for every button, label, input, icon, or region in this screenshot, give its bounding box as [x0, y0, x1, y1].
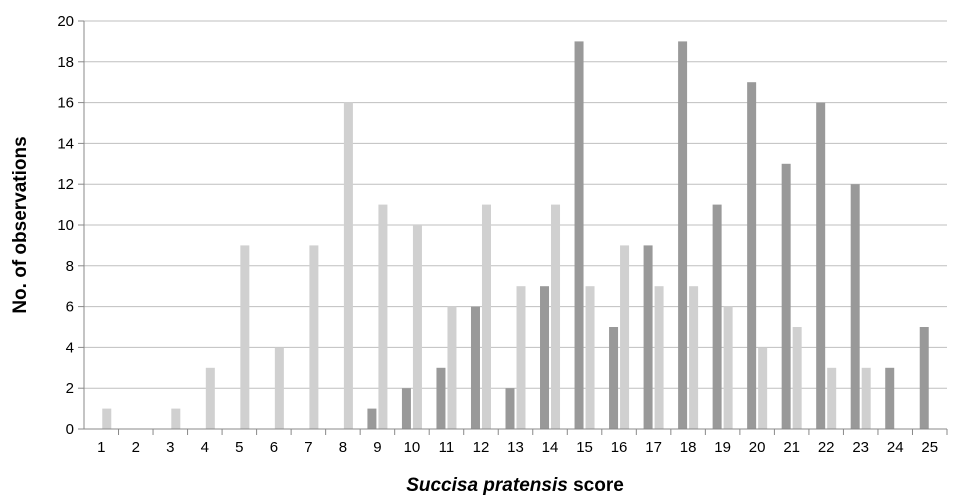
y-tick-label: 0: [66, 421, 74, 438]
y-tick-label: 20: [57, 13, 74, 30]
bar-series-1: [401, 388, 411, 429]
x-tick-label: 12: [473, 439, 490, 456]
y-tick-label: 16: [57, 95, 74, 112]
bar-series-1: [643, 245, 653, 429]
y-tick-label: 18: [57, 54, 74, 71]
x-tick-label: 5: [235, 439, 243, 456]
bar-series-1: [574, 41, 584, 430]
bar-series-1: [470, 306, 480, 429]
x-tick-label: 15: [576, 439, 593, 456]
x-tick-label: 9: [373, 439, 381, 456]
bar-series-1: [505, 388, 515, 429]
bar-series-2: [827, 367, 837, 429]
x-tick-label: 14: [542, 439, 559, 456]
x-tick-label: 13: [507, 439, 524, 456]
bar-series-1: [540, 286, 550, 429]
bar-series-2: [309, 245, 319, 429]
x-tick-label: 3: [166, 439, 174, 456]
x-tick-label: 1: [97, 439, 105, 456]
y-tick-label: 6: [66, 299, 74, 316]
x-tick-labels: 1 2 3 4 5 6 7 8 9 10 11 12 13 14 15 16 17 18 19 20 21 22 23 24 2…: [97, 439, 938, 456]
x-tick-label: 18: [680, 439, 697, 456]
x-tick-label: 23: [852, 439, 869, 456]
y-axis-title: No. of observations: [10, 136, 31, 313]
bar-series-2: [274, 347, 284, 429]
y-tick-label: 10: [57, 217, 74, 234]
bar-series-2: [620, 245, 630, 429]
bar-series-2: [171, 408, 181, 429]
bar-series-1: [609, 327, 619, 429]
y-tick-label: 8: [66, 258, 74, 275]
x-tick-label: 21: [783, 439, 800, 456]
bar-series-2: [792, 327, 802, 429]
bar-series-1: [816, 102, 826, 429]
bar-series-2: [447, 306, 457, 429]
bar-series-2: [551, 204, 561, 429]
x-axis-title-rest: score: [568, 475, 624, 496]
bar-series-2: [516, 286, 526, 429]
gridlines: [78, 20, 948, 435]
y-tick-label: 4: [66, 339, 74, 356]
bars: [102, 41, 929, 430]
bar-series-2: [689, 286, 699, 429]
bar-series-2: [585, 286, 595, 429]
x-tick-label: 16: [611, 439, 628, 456]
bar-series-2: [378, 204, 388, 429]
x-tick-label: 8: [339, 439, 347, 456]
bar-series-1: [919, 327, 929, 429]
bar-series-1: [712, 204, 722, 429]
x-tick-label: 22: [818, 439, 835, 456]
x-tick-label: 25: [921, 439, 938, 456]
x-tick-label: 7: [304, 439, 312, 456]
bar-series-2: [205, 367, 215, 429]
x-axis-title: Succisa pratensis score: [406, 475, 624, 496]
y-tick-label: 14: [57, 135, 74, 152]
x-tick-label: 6: [270, 439, 278, 456]
y-tick-label: 12: [57, 176, 74, 193]
bar-series-1: [747, 82, 757, 429]
bar-series-2: [240, 245, 250, 429]
bar-series-2: [481, 204, 491, 429]
axes: [83, 21, 947, 430]
x-tick-label: 20: [749, 439, 766, 456]
x-axis-title-italic: Succisa pratensis: [406, 475, 568, 496]
bar-series-2: [654, 286, 664, 429]
y-tick-labels: 0 2 4 6 8 10 12 14 16 18 20: [57, 13, 74, 438]
bar-series-1: [850, 184, 860, 429]
bar-series-2: [343, 102, 353, 429]
bar-series-2: [723, 306, 733, 429]
bar-series-1: [885, 367, 895, 429]
bar-series-1: [678, 41, 688, 430]
x-tick-label: 2: [132, 439, 140, 456]
x-tick-label: 17: [645, 439, 662, 456]
x-tick-label: 19: [714, 439, 731, 456]
y-tick-label: 2: [66, 380, 74, 397]
bar-series-2: [102, 408, 112, 429]
bar-series-2: [412, 225, 422, 429]
x-tick-label: 24: [887, 439, 904, 456]
bar-series-2: [861, 367, 871, 429]
x-tick-label: 11: [439, 439, 455, 456]
x-tick-label: 10: [404, 439, 421, 456]
bar-series-1: [367, 408, 377, 429]
x-tick-label: 4: [201, 439, 209, 456]
bar-series-1: [781, 163, 791, 430]
bar-series-1: [436, 367, 446, 429]
bar-series-2: [758, 347, 768, 429]
